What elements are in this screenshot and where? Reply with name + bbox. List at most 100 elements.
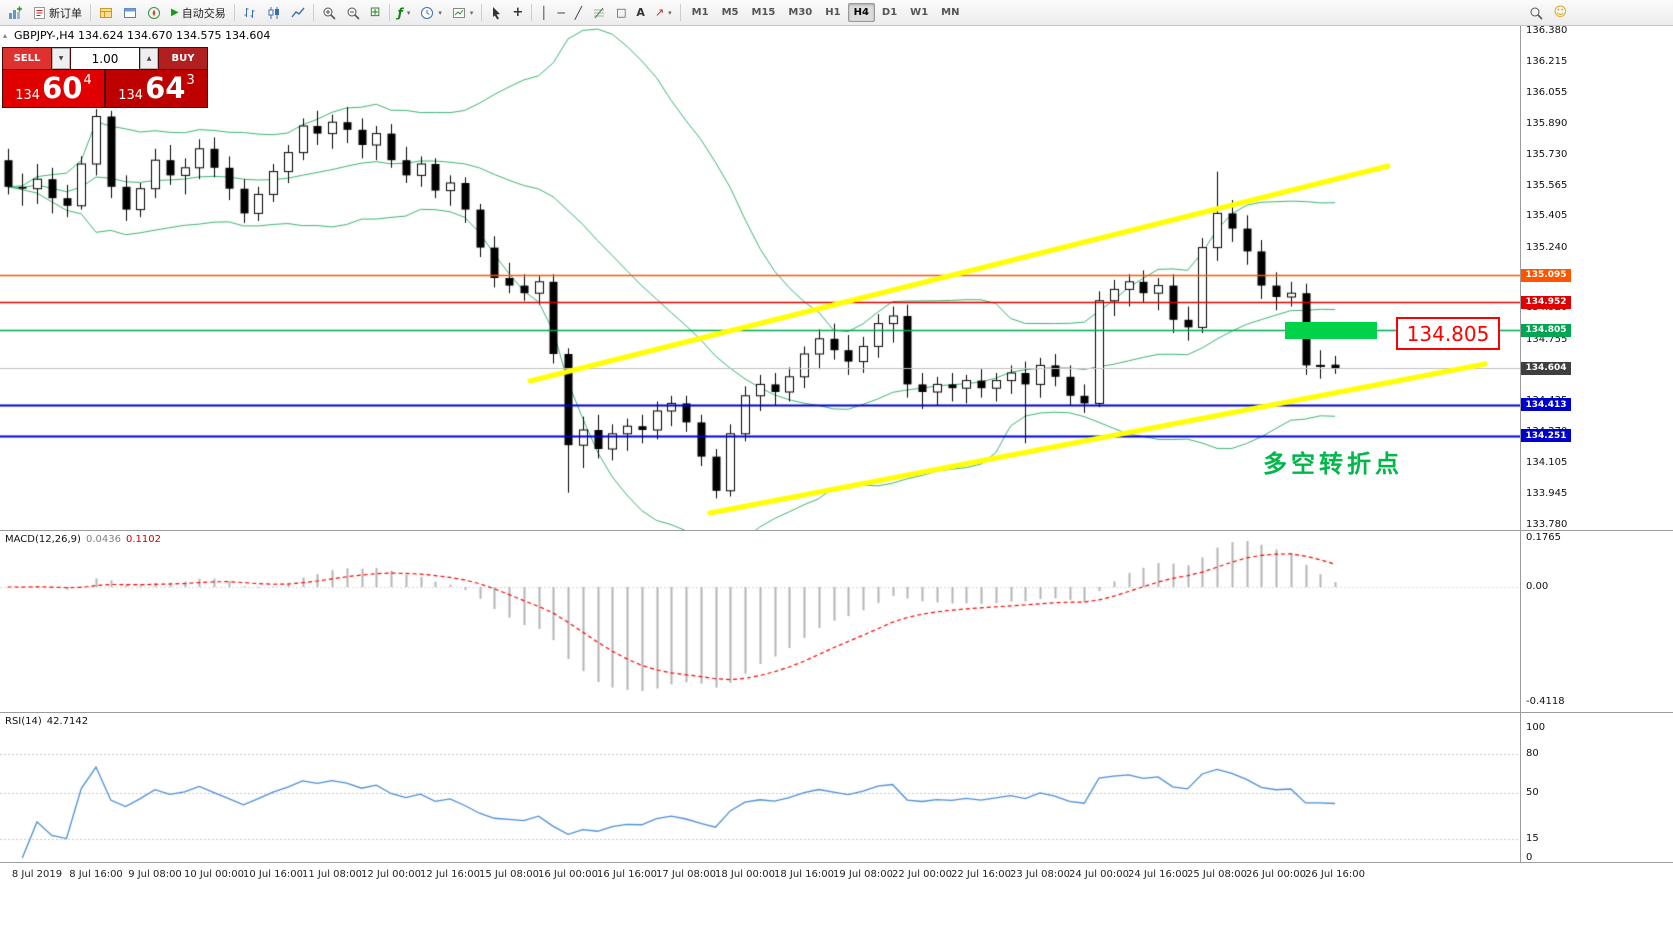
search-button[interactable] <box>1524 1 1548 24</box>
buy-button[interactable]: BUY <box>159 48 207 69</box>
tile-windows-button[interactable]: ⊞ <box>365 1 386 24</box>
chart-bars-button[interactable] <box>238 1 262 24</box>
price-axis-label: 136.215 <box>1526 56 1568 68</box>
chevron-down-icon: ▾ <box>438 8 442 17</box>
highlight-box[interactable] <box>1285 322 1377 339</box>
vertical-line-button[interactable]: │ <box>535 1 552 24</box>
timeframe-m5-button[interactable]: M5 <box>721 7 739 18</box>
chart-info-line: GBPJPY-,H4 134.624 134.670 134.575 134.6… <box>14 29 271 42</box>
toolbar: 新订单 ▶ 自动交易 ⊞ ƒ ▾ ▾ ▾ + │ ─ ╱ □ A ↗ ▾ M1 M5 M15 M30 H1 H4 D1 W1 M… <box>0 0 1673 26</box>
chart-line-button[interactable] <box>286 1 310 24</box>
chart-candles-icon <box>267 6 281 20</box>
time-axis[interactable]: 8 Jul 2019 8 Jul 16:00 9 Jul 08:00 10 Jul 0… <box>0 862 1520 892</box>
chevron-down-icon: ▾ <box>469 8 474 17</box>
time-axis-label: 10 Jul 16:00 <box>243 869 303 880</box>
text-label-button[interactable]: A <box>631 1 650 24</box>
market-watch-button[interactable] <box>94 1 118 24</box>
time-axis-label: 25 Jul 08:00 <box>1187 869 1247 880</box>
order-ticket-icon <box>33 6 46 20</box>
sell-price-display[interactable]: 134 60 4 <box>3 70 104 107</box>
zoom-in-button[interactable] <box>317 1 341 24</box>
tile-windows-icon: ⊞ <box>369 5 381 20</box>
new-order-button[interactable]: 新订单 <box>28 1 87 24</box>
templates-button[interactable]: ▾ <box>447 1 479 24</box>
toolbar-separator <box>233 4 235 21</box>
volume-decrease-button[interactable]: ▼ <box>52 48 70 69</box>
shapes-icon: □ <box>616 6 627 19</box>
macd-canvas[interactable] <box>0 531 1520 712</box>
price-axis-label: 135.405 <box>1526 210 1568 222</box>
timeframe-mn-button[interactable]: MN <box>941 7 960 18</box>
time-axis-label: 19 Jul 08:00 <box>833 869 893 880</box>
time-axis-label: 24 Jul 00:00 <box>1069 869 1129 880</box>
timeframe-w1-button[interactable]: W1 <box>910 7 929 18</box>
new-chart-button[interactable] <box>3 1 28 24</box>
zoom-out-icon <box>346 6 360 20</box>
sell-price-big: 60 <box>42 71 83 105</box>
timeframe-m15-button[interactable]: M15 <box>751 7 776 18</box>
shapes-button[interactable]: □ <box>611 1 631 24</box>
price-level-tag[interactable]: 135.095 <box>1521 268 1571 282</box>
chart-bars-icon <box>243 6 257 20</box>
time-axis-label: 17 Jul 08:00 <box>656 869 716 880</box>
oneclick-toggle-icon[interactable]: ▴ <box>3 31 8 40</box>
timeframe-h1-button[interactable]: H1 <box>825 7 841 18</box>
vertical-line-icon: │ <box>540 5 548 20</box>
time-axis-label: 11 Jul 08:00 <box>302 869 362 880</box>
cursor-button[interactable] <box>485 1 507 24</box>
community-button[interactable]: ☺ <box>1548 1 1572 24</box>
data-window-button[interactable] <box>118 1 142 24</box>
price-callout[interactable]: 134.805 <box>1396 317 1500 350</box>
timeframe-m1-button[interactable]: M1 <box>691 7 709 18</box>
triangle-up-icon: ▲ <box>146 55 152 62</box>
volume-input[interactable]: 1.00 <box>71 48 139 69</box>
indicators-button[interactable]: ƒ ▾ <box>393 1 416 24</box>
arrows-button[interactable]: ↗ ▾ <box>650 1 677 24</box>
periods-button[interactable]: ▾ <box>415 1 447 24</box>
fibonacci-button[interactable] <box>587 1 611 24</box>
sell-button[interactable]: SELL <box>3 48 51 69</box>
trend-line-icon: ╱ <box>574 5 582 20</box>
toolbar-separator <box>679 4 681 21</box>
timeframe-group: M1 M5 M15 M30 H1 H4 D1 W1 MN <box>686 3 966 22</box>
toolbar-separator <box>90 4 91 21</box>
price-axis-label: 133.945 <box>1526 487 1568 499</box>
crosshair-button[interactable]: + <box>507 1 528 24</box>
timeframe-d1-button[interactable]: D1 <box>881 7 898 18</box>
time-axis-label: 12 Jul 16:00 <box>420 869 480 880</box>
volume-increase-button[interactable]: ▲ <box>140 48 158 69</box>
buy-price-display[interactable]: 134 64 3 <box>106 70 207 107</box>
rsi-axis-label: 15 <box>1526 832 1539 844</box>
navigator-button[interactable] <box>142 1 166 24</box>
horizontal-line-button[interactable]: ─ <box>553 1 570 24</box>
timeframe-m30-button[interactable]: M30 <box>788 7 813 18</box>
price-axis-label: 135.565 <box>1526 179 1568 191</box>
fibonacci-icon <box>592 6 606 20</box>
horizontal-line-icon: ─ <box>557 5 565 20</box>
price-level-tag[interactable]: 134.952 <box>1521 295 1571 309</box>
price-level-tag[interactable]: 134.251 <box>1521 429 1571 442</box>
macd-axis-label: 0.1765 <box>1526 531 1561 543</box>
trend-line-button[interactable]: ╱ <box>570 1 587 24</box>
chevron-down-icon: ▾ <box>668 8 672 17</box>
time-axis-label: 22 Jul 16:00 <box>951 869 1011 880</box>
triangle-down-icon: ▼ <box>58 55 64 62</box>
price-level-tag[interactable]: 134.805 <box>1521 323 1571 337</box>
indicators-icon: ƒ <box>397 5 403 20</box>
rsi-label: RSI(14) 42.7142 <box>5 716 88 727</box>
chart-candles-button[interactable] <box>262 1 286 24</box>
one-click-trading-panel: SELL ▼ 1.00 ▲ BUY 134 60 4 134 64 3 <box>2 47 208 108</box>
annotation-text[interactable]: 多空转折点 <box>1263 450 1403 478</box>
zoom-out-button[interactable] <box>341 1 365 24</box>
auto-trading-button[interactable]: ▶ 自动交易 <box>166 1 231 24</box>
price-axis-label: 135.730 <box>1526 148 1568 160</box>
panel-separator <box>0 530 1673 531</box>
rsi-canvas[interactable] <box>0 713 1520 862</box>
price-axis-label: 136.380 <box>1526 25 1568 36</box>
price-level-tag[interactable]: 134.413 <box>1521 398 1571 412</box>
time-axis-label: 24 Jul 16:00 <box>1128 869 1188 880</box>
timeframe-h4-button[interactable]: H4 <box>847 3 875 22</box>
time-axis-label: 12 Jul 00:00 <box>361 869 421 880</box>
price-axis-separator <box>1520 25 1521 862</box>
main-chart-canvas[interactable] <box>0 25 1520 530</box>
